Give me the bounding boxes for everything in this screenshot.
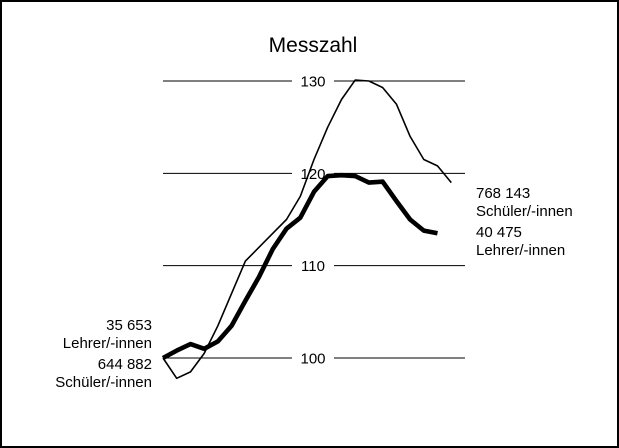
teachers-end-name: Lehrer/-innen [476,242,565,259]
series-labels: 35 653 Lehrer/-innen 644 882 Schüler/-in… [55,185,572,391]
students-start-value: 644 882 [98,356,152,373]
teachers-start-name: Lehrer/-innen [63,335,152,352]
teachers-end-value: 40 475 [476,224,522,241]
tick-label-bg-110 [292,256,334,275]
students-end-value: 768 143 [476,185,530,202]
teachers-line [161,172,438,361]
students-start-name: Schüler/-innen [55,374,152,391]
chart-title: Messzahl [269,34,358,57]
students-end-name: Schüler/-innen [476,203,573,220]
tick-label-bg-100 [292,349,334,367]
teachers-start-value: 35 653 [106,317,152,334]
y-tick-label-110: 110 [301,258,325,275]
tick-label-bg-130 [292,72,334,90]
series-lines [161,79,452,380]
y-tick-label-100: 100 [300,351,325,368]
students-line [162,79,452,380]
y-tick-label-130: 130 [300,74,325,91]
